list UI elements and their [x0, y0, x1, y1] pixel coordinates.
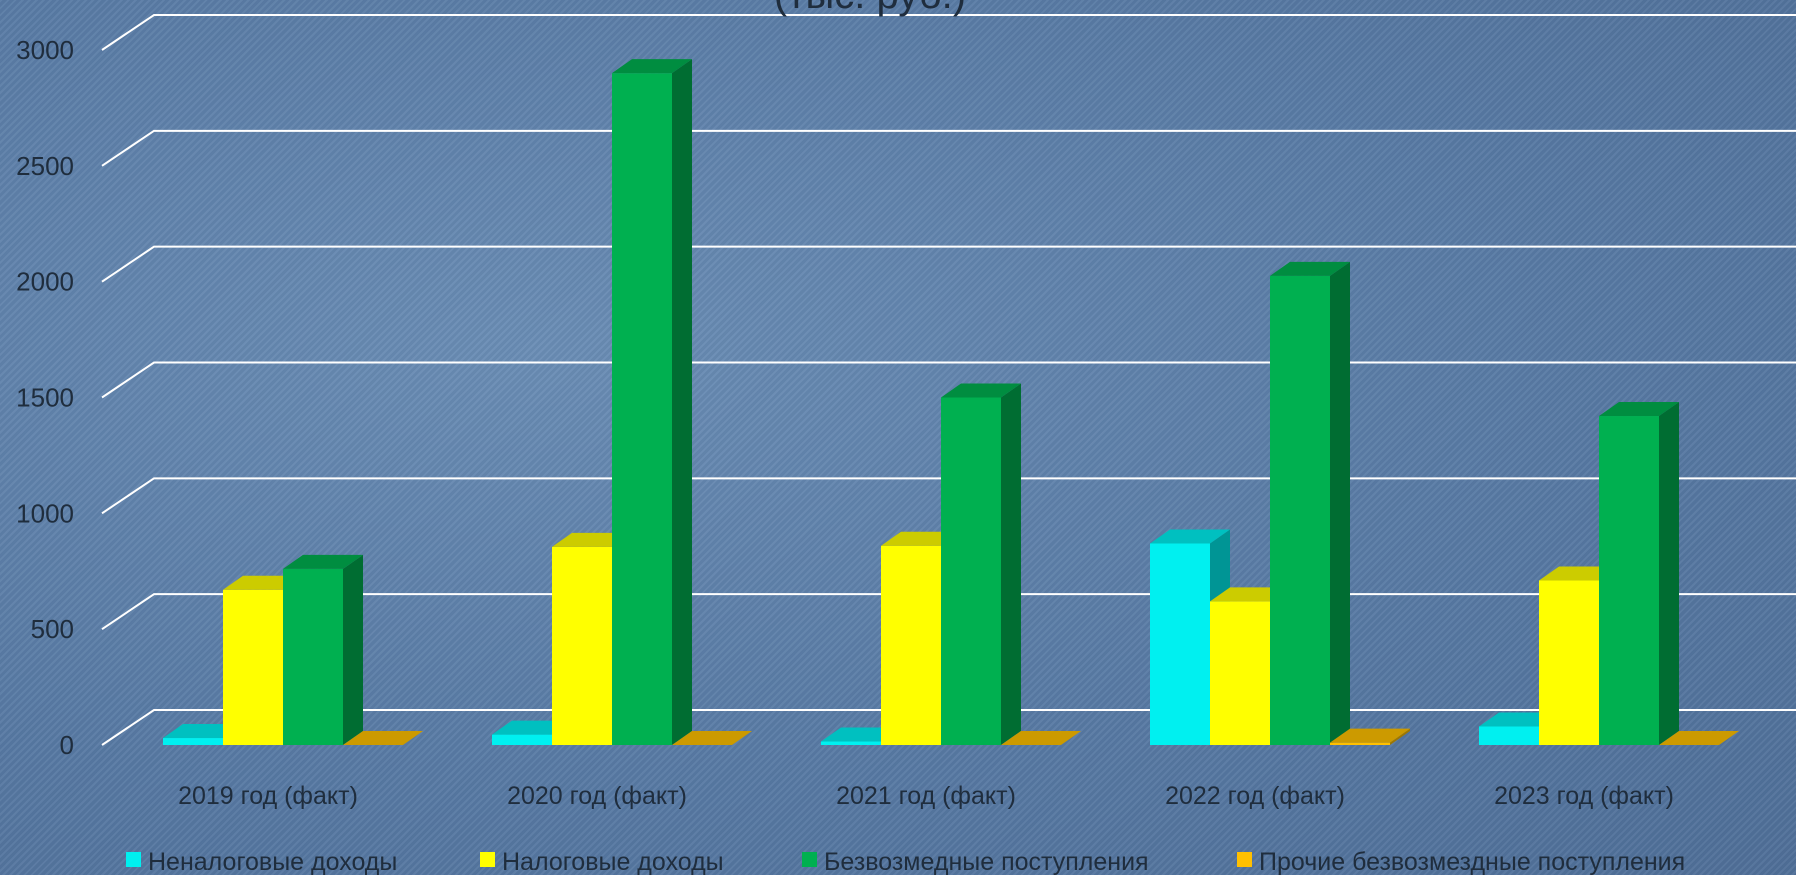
x-axis-categories: 2019 год (факт) 2020 год (факт) 2021 год (…: [178, 782, 1674, 810]
y-tick-label: 3000: [16, 35, 74, 65]
y-tick-label: 1500: [16, 383, 74, 413]
chart-title: (тыс. руб.): [774, 0, 966, 17]
legend-label: Прочие безвозмездные поступления: [1259, 848, 1685, 875]
bar: [343, 731, 423, 745]
x-tick-label: 2021 год (факт): [836, 782, 1016, 810]
bar: [1599, 402, 1679, 745]
legend-label: Неналоговые доходы: [148, 848, 397, 875]
gridline: [101, 14, 1796, 51]
legend-label: Налоговые доходы: [502, 848, 724, 875]
bar: [1659, 731, 1739, 745]
x-tick-label: 2020 год (факт): [507, 782, 687, 810]
x-tick-label: 2022 год (факт): [1165, 782, 1345, 810]
legend-item: Налоговые доходы: [480, 848, 724, 875]
bar: [941, 383, 1021, 745]
legend-item: Безвозмедные поступления: [802, 848, 1149, 875]
x-tick-label: 2023 год (факт): [1494, 782, 1674, 810]
grid: [101, 14, 1796, 746]
bars: [163, 59, 1739, 745]
gridline: [101, 361, 1796, 399]
y-tick-label: 500: [31, 614, 74, 644]
y-tick-label: 0: [60, 730, 74, 760]
y-tick-label: 2000: [16, 267, 74, 297]
bar: [612, 59, 692, 745]
legend-swatch: [1237, 852, 1252, 867]
bar: [672, 731, 752, 745]
y-axis-ticks: 0 500 1000 1500 2000 2500 3000: [16, 35, 74, 760]
bar: [1001, 731, 1081, 745]
legend-swatch: [126, 852, 141, 867]
gridline: [101, 245, 1796, 283]
legend-label: Безвозмедные поступления: [824, 848, 1149, 875]
bar: [1330, 728, 1410, 745]
legend-item: Неналоговые доходы: [126, 848, 397, 875]
gridline: [101, 129, 1796, 167]
x-tick-label: 2019 год (факт): [178, 782, 358, 810]
y-tick-label: 2500: [16, 151, 74, 181]
bar: [283, 554, 363, 745]
gridline: [101, 477, 1796, 515]
legend: Неналоговые доходы Налоговые доходы Безвоз…: [126, 848, 1685, 875]
legend-item: Прочие безвозмездные поступления: [1237, 848, 1685, 875]
y-tick-label: 1000: [16, 498, 74, 528]
legend-swatch: [480, 852, 495, 867]
legend-swatch: [802, 852, 817, 867]
bar: [1270, 261, 1350, 745]
